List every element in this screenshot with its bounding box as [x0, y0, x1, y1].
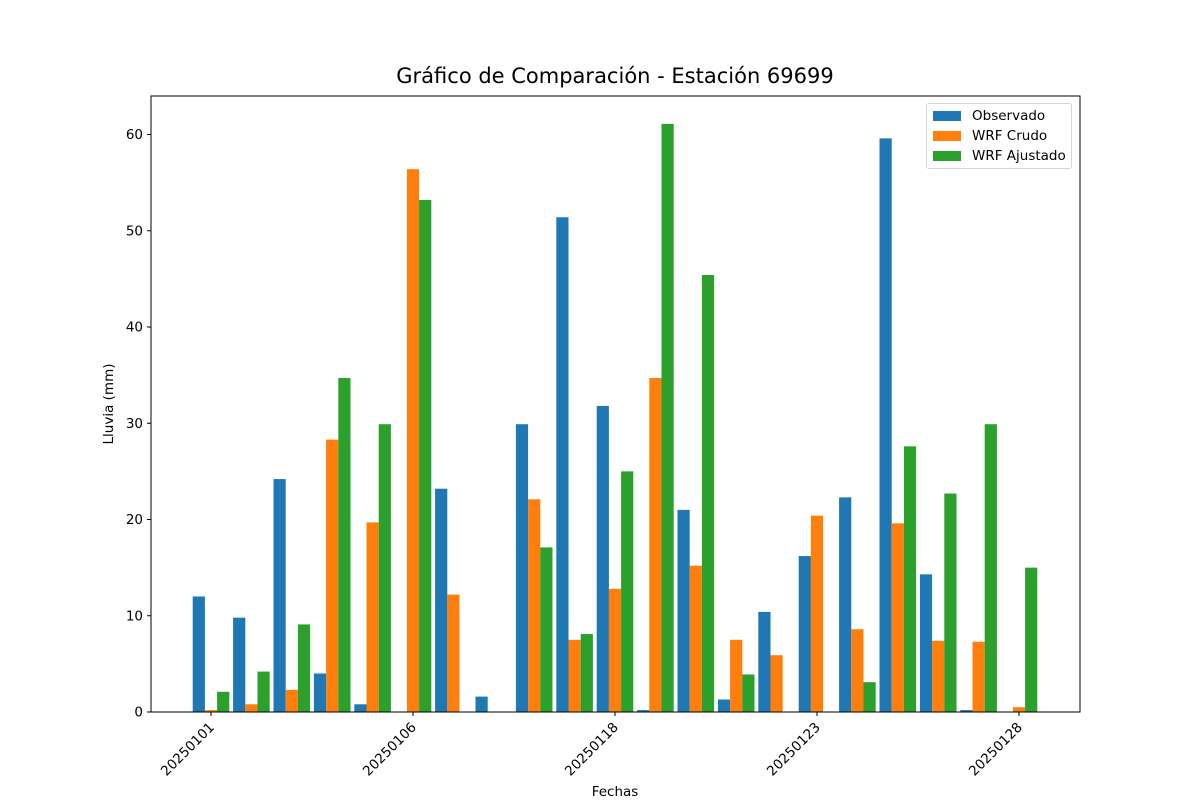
legend-label-wrf-ajustado: WRF Ajustado	[972, 148, 1066, 164]
bar-wrf-crudo-18	[932, 640, 945, 712]
bar-observado-14	[758, 611, 771, 712]
legend-label-wrf-crudo: WRF Crudo	[972, 128, 1048, 144]
bar-wrf-ajustado-17	[903, 446, 917, 712]
legend: Observado WRF Crudo WRF Ajustado	[926, 103, 1072, 169]
y-tick-label-20: 20	[126, 512, 143, 528]
x-tick-label-20250106: 20250106	[360, 720, 420, 780]
bar-wrf-ajustado-4	[378, 424, 391, 712]
bar-wrf-ajustado-16	[863, 682, 876, 712]
bar-wrf-crudo-19	[972, 641, 985, 712]
bar-wrf-crudo-16	[851, 629, 864, 712]
bar-wrf-ajustado-1	[257, 671, 270, 712]
x-tick-label-20250101: 20250101	[158, 720, 218, 780]
bar-wrf-crudo-4	[366, 522, 379, 712]
bar-observado-7	[475, 696, 488, 712]
bar-observado-15	[798, 556, 811, 712]
legend-swatch-wrf-ajustado	[933, 151, 961, 161]
bar-observado-11	[637, 710, 650, 712]
bar-wrf-crudo-12	[689, 565, 702, 712]
bar-observado-17	[879, 138, 892, 713]
bar-wrf-ajustado-13	[742, 674, 755, 712]
bar-observado-9	[556, 217, 569, 712]
bar-wrf-ajustado-9	[580, 634, 593, 712]
x-tick-label-20250128: 20250128	[966, 720, 1026, 780]
legend-item-observado: Observado	[933, 106, 1045, 126]
bar-wrf-crudo-5	[406, 169, 420, 712]
legend-swatch-observado	[933, 111, 961, 121]
bar-observado-10	[596, 405, 609, 712]
bar-wrf-crudo-1	[245, 704, 258, 712]
bar-observado-13	[717, 699, 731, 712]
bar-wrf-ajustado-2	[297, 624, 311, 712]
bar-observado-4	[354, 704, 367, 712]
bar-observado-12	[677, 509, 690, 713]
bar-wrf-ajustado-11	[661, 123, 674, 712]
bar-observado-8	[515, 424, 529, 712]
y-tick-label-10: 10	[126, 608, 143, 624]
bar-wrf-crudo-11	[649, 378, 662, 712]
bar-wrf-crudo-3	[326, 439, 339, 712]
bar-wrf-ajustado-10	[621, 471, 634, 713]
bar-wrf-ajustado-12	[701, 275, 715, 712]
bar-wrf-crudo-20	[1012, 707, 1026, 712]
bar-wrf-crudo-15	[810, 515, 824, 712]
bar-wrf-crudo-8	[528, 499, 541, 712]
y-axis-title: Lluvia (mm)	[101, 363, 117, 445]
x-tick-label-20250118: 20250118	[562, 720, 622, 780]
bar-wrf-ajustado-0	[217, 691, 230, 712]
legend-item-wrf-crudo: WRF Crudo	[933, 126, 1047, 146]
bar-wrf-crudo-0	[204, 710, 218, 712]
x-axis-title: Fechas	[591, 784, 639, 800]
chart-title: Gráfico de Comparación - Estación 69699	[396, 64, 834, 88]
bar-wrf-ajustado-5	[419, 199, 432, 712]
legend-item-wrf-ajustado: WRF Ajustado	[933, 146, 1066, 166]
bar-wrf-crudo-6	[447, 594, 460, 712]
bar-wrf-ajustado-18	[944, 493, 957, 712]
bar-observado-18	[919, 574, 933, 712]
bar-wrf-crudo-9	[568, 639, 581, 712]
bar-wrf-crudo-13	[730, 639, 743, 712]
bar-wrf-crudo-17	[891, 523, 904, 712]
bar-wrf-crudo-10	[608, 588, 622, 712]
y-tick-label-50: 50	[126, 223, 143, 239]
bar-observado-3	[313, 673, 327, 712]
bar-wrf-ajustado-19	[984, 424, 997, 712]
bar-wrf-crudo-14	[770, 655, 783, 712]
bar-wrf-ajustado-3	[338, 378, 351, 712]
bars-layer	[192, 123, 1038, 713]
y-tick-label-40: 40	[126, 320, 143, 336]
bar-wrf-crudo-2	[285, 689, 298, 712]
y-tick-label-60: 60	[126, 127, 143, 143]
x-tick-label-20250123: 20250123	[764, 720, 824, 780]
y-tick-label-0: 0	[134, 705, 143, 721]
bar-observado-0	[192, 596, 205, 712]
bar-wrf-ajustado-8	[540, 547, 553, 712]
bar-observado-6	[435, 488, 448, 712]
bar-wrf-ajustado-20	[1025, 567, 1038, 713]
bar-observado-2	[273, 479, 286, 712]
legend-label-observado: Observado	[972, 108, 1046, 124]
bar-observado-16	[839, 497, 852, 712]
y-tick-label-30: 30	[126, 416, 143, 432]
legend-swatch-wrf-crudo	[933, 131, 961, 141]
bar-observado-1	[233, 617, 246, 712]
bar-observado-19	[960, 710, 973, 712]
